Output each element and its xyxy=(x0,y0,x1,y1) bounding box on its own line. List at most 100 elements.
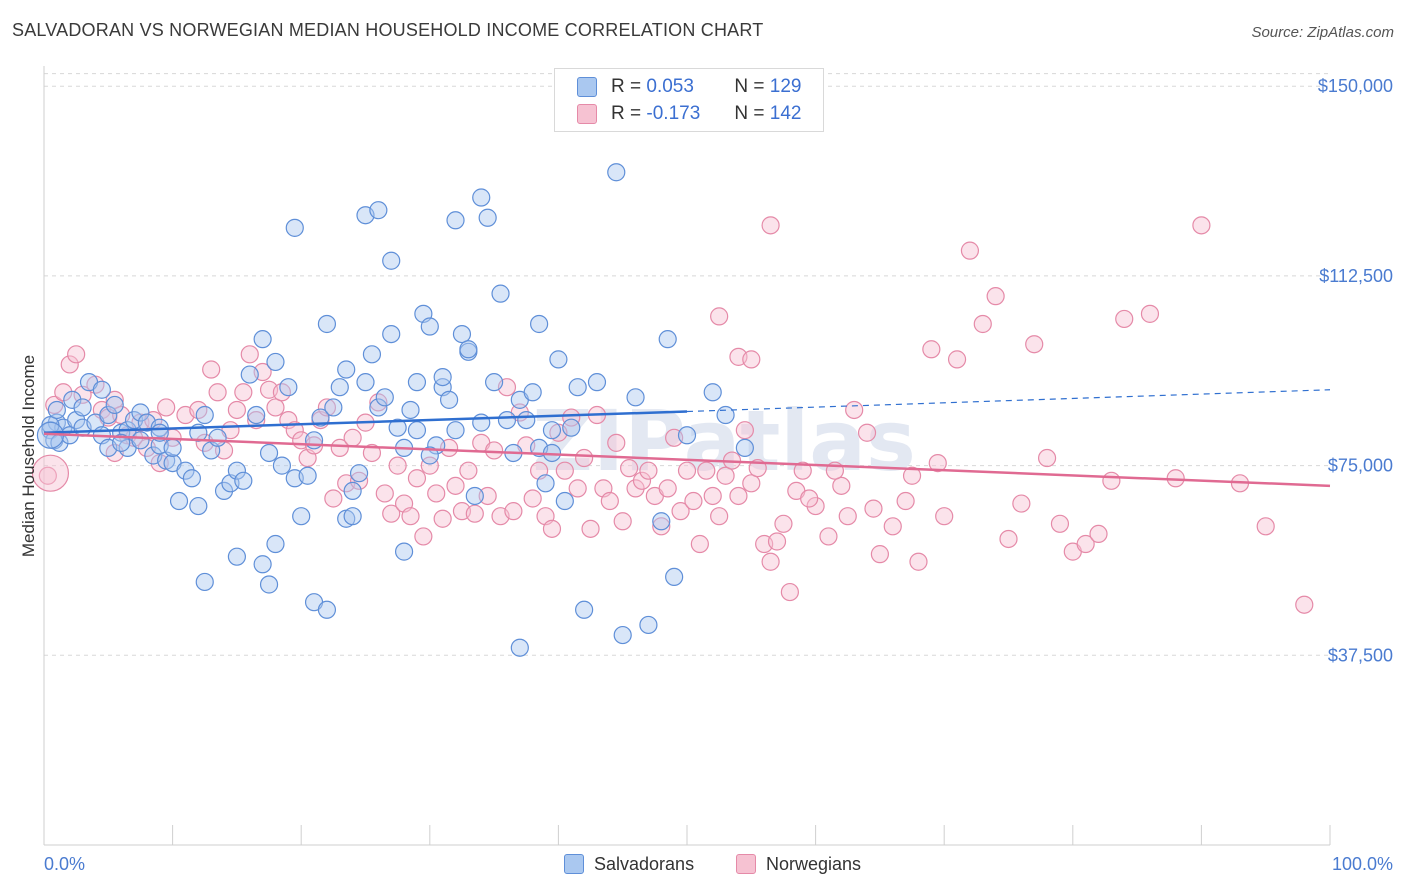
legend-n-label: N = xyxy=(734,103,765,124)
norwegian-point xyxy=(896,491,915,511)
norwegian-point xyxy=(947,350,967,369)
salvadoran-point xyxy=(478,208,497,227)
x-tick-max: 100.0% xyxy=(1332,854,1393,874)
bottom-legend-salvadorans: Salvadorans xyxy=(564,852,694,876)
salvadoran-point xyxy=(439,390,459,409)
norwegian-point xyxy=(45,395,64,415)
y-axis-label: Median Household Income xyxy=(19,355,38,557)
norwegian-point xyxy=(1076,534,1095,554)
norwegian-point xyxy=(658,479,677,498)
norwegian-point xyxy=(639,461,658,480)
legend-n-label: N = xyxy=(734,76,765,97)
norwegian-point xyxy=(459,461,478,480)
bottom-swatch-pink xyxy=(736,854,756,874)
salvadoran-point xyxy=(407,373,427,392)
norwegian-point xyxy=(620,459,639,478)
salvadoran-point xyxy=(542,421,562,440)
norwegian-point xyxy=(761,552,780,571)
salvadoran-point xyxy=(259,575,279,594)
norwegian-point xyxy=(1295,595,1314,614)
salvadoran-point xyxy=(703,383,722,402)
salvadoran-point xyxy=(735,438,754,458)
correlation-legend: R = 0.053 N = 129 R = -0.173 N = 142 xyxy=(554,68,824,132)
norwegian-point xyxy=(999,529,1018,549)
norwegian-point xyxy=(735,421,754,440)
salvadoran-point xyxy=(208,428,227,447)
salvadoran-point xyxy=(356,373,375,392)
norwegian-point xyxy=(690,534,709,554)
norwegian-point xyxy=(600,491,619,511)
norwegian-point xyxy=(870,545,890,564)
norwegian-point xyxy=(1192,216,1211,235)
salvadoran-point xyxy=(607,163,626,182)
norwegian-point xyxy=(652,517,671,536)
norwegian-point xyxy=(832,476,851,495)
norwegian-point xyxy=(774,514,793,533)
norwegian-point xyxy=(1050,514,1070,533)
legend-n-value: 142 xyxy=(769,103,802,124)
norwegian-point xyxy=(343,428,362,447)
norwegian-point xyxy=(555,461,574,480)
salvadoran-point xyxy=(510,638,529,657)
salvadorans-trend-line xyxy=(43,410,688,434)
salvadoran-point xyxy=(517,410,536,430)
salvadoran-point xyxy=(259,443,279,463)
salvadoran-point xyxy=(330,378,349,397)
norwegian-point xyxy=(1102,471,1121,490)
legend-r-label: R = xyxy=(611,76,642,97)
salvadoran-point xyxy=(311,408,330,427)
salvadoran-point xyxy=(131,431,150,450)
salvadoran-point xyxy=(420,446,439,465)
norwegians-trend-line xyxy=(43,432,1331,488)
bottom-swatch-blue xyxy=(564,854,584,874)
salvadoran-point xyxy=(343,481,362,501)
norwegian-point xyxy=(324,489,343,508)
salvadoran-point xyxy=(214,481,234,501)
norwegian-point xyxy=(349,471,369,490)
legend-row-norwegians: R = -0.173 N = 142 xyxy=(577,102,801,126)
norwegian-point xyxy=(922,340,941,359)
norwegian-point xyxy=(742,350,761,369)
bottom-legend-label: Salvadorans xyxy=(594,853,695,874)
salvadoran-point xyxy=(562,418,581,437)
salvadoran-point xyxy=(131,403,150,422)
legend-r-value: -0.173 xyxy=(646,103,701,124)
salvadoran-point xyxy=(459,340,478,359)
y-tick-label: $37,500 xyxy=(1328,645,1393,665)
norwegian-point xyxy=(401,507,420,526)
trend-lines xyxy=(43,389,1331,488)
salvadoran-point xyxy=(253,555,272,574)
norwegian-point xyxy=(864,499,883,518)
salvadoran-point xyxy=(63,390,82,409)
x-tick-min: 0.0% xyxy=(44,854,85,874)
salvadoran-point xyxy=(491,284,510,303)
norwegian-point xyxy=(317,398,337,417)
norwegian-point xyxy=(420,456,439,475)
salvadorans-points xyxy=(36,163,754,657)
salvadoran-point xyxy=(523,383,542,402)
norwegian-point xyxy=(330,438,349,458)
legend-r-value: 0.053 xyxy=(646,76,694,97)
salvadoran-point xyxy=(272,456,292,475)
norwegian-point xyxy=(973,314,992,334)
norwegian-point xyxy=(677,461,697,480)
salvadoran-point xyxy=(485,373,504,392)
salvadoran-point xyxy=(105,395,124,415)
norwegian-point xyxy=(202,360,221,379)
salvadoran-point xyxy=(465,486,484,506)
norwegian-point xyxy=(960,241,980,260)
norwegian-point xyxy=(234,383,253,402)
norwegian-point xyxy=(632,471,652,490)
salvadoran-point xyxy=(549,350,568,369)
salvadoran-point xyxy=(639,615,658,635)
salvadoran-point xyxy=(292,507,311,526)
watermark: ZIPatlas xyxy=(532,392,916,490)
salvadoran-point xyxy=(279,378,298,397)
norwegian-point xyxy=(38,466,57,485)
salvadoran-point xyxy=(234,471,253,490)
salvadoran-point xyxy=(420,317,439,336)
norwegian-point xyxy=(1012,494,1031,513)
norwegian-point xyxy=(729,486,748,506)
norwegian-point xyxy=(607,433,626,452)
